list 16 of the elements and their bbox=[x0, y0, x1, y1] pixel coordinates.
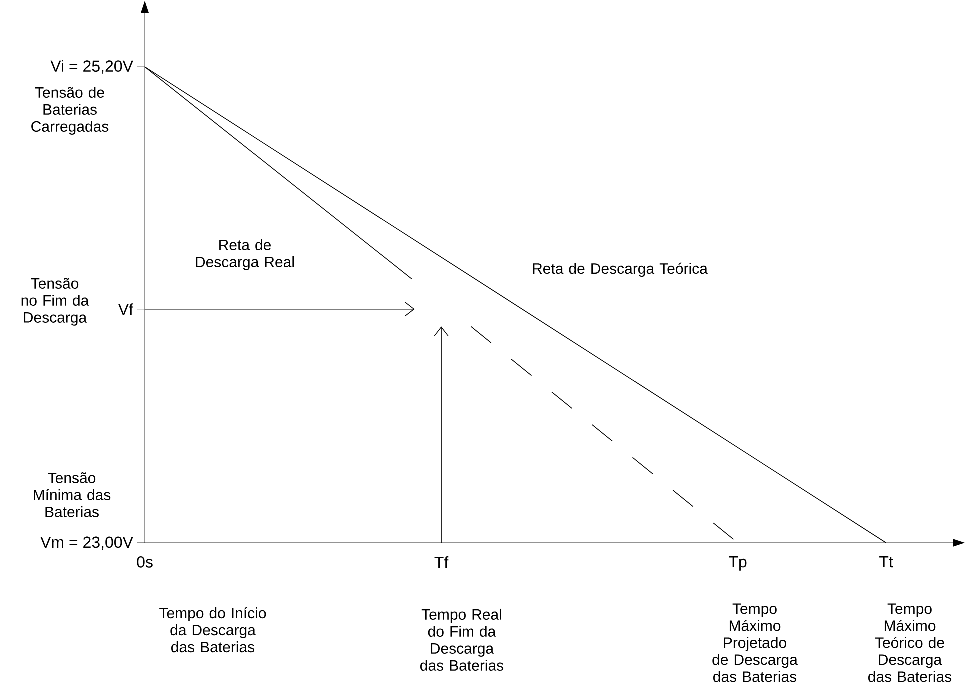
y-tick-label: Vm = 23,00V bbox=[40, 536, 134, 550]
x-tick-label: Tf bbox=[434, 556, 449, 568]
x-tick-label: 0s bbox=[137, 556, 153, 568]
text: Tempo Máximo Projetado de Descarga das Baterias bbox=[712, 604, 798, 682]
text: Tempo Real do Fim da Descarga das Baterias bbox=[420, 608, 504, 671]
annotation: Reta de Descarga Real bbox=[196, 239, 294, 270]
x-tick-label: Tp bbox=[729, 556, 747, 571]
text: Tensão no Fim da Descarga bbox=[22, 278, 90, 326]
text: Tensão Mínima das Baterias bbox=[34, 472, 111, 518]
x-tick-label: Tt bbox=[880, 556, 894, 568]
text: Tempo do Início da Descarga das Baterias bbox=[160, 607, 266, 653]
y-tick-label: Vf bbox=[118, 304, 134, 316]
text: Tempo Máximo Teórico de Descarga das Baterias bbox=[868, 604, 952, 682]
annotation: Reta de Descarga Teórica bbox=[533, 262, 708, 278]
text: Tensão de Baterias Carregadas bbox=[32, 86, 109, 135]
y-tick-label: Vi = 25,20V bbox=[50, 60, 134, 74]
